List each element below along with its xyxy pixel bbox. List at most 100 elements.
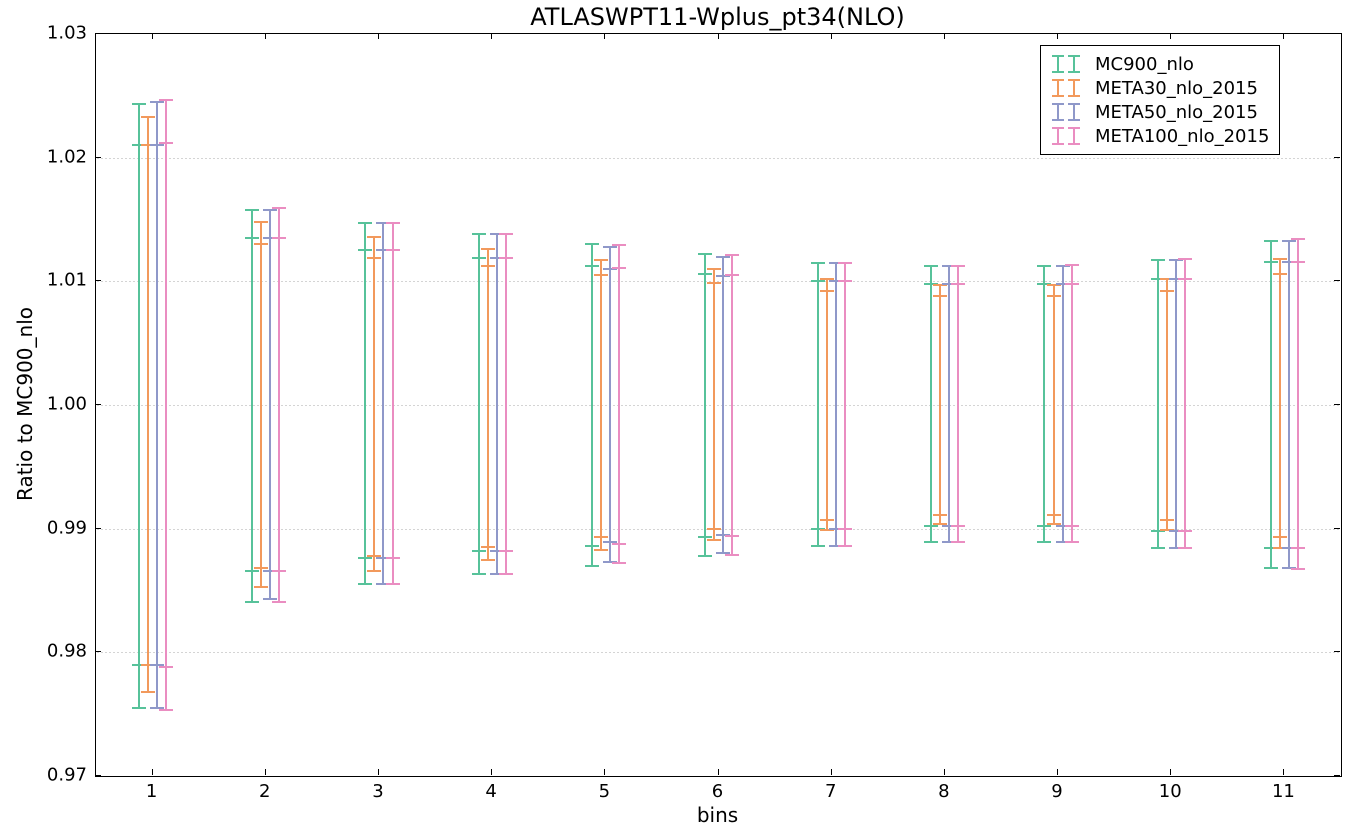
x-tick-label: 8 (938, 781, 949, 802)
errorbar-cap (272, 237, 286, 239)
x-tick (152, 33, 153, 39)
y-tick (95, 157, 101, 158)
x-tick (718, 769, 719, 775)
errorbar-cap (612, 543, 626, 545)
y-tick (95, 528, 101, 529)
errorbar-cap (358, 222, 372, 224)
errorbar-cap (1065, 525, 1079, 527)
y-tick (1334, 528, 1340, 529)
errorbar-cap (698, 555, 712, 557)
errorbar-cap (254, 243, 268, 245)
errorbar-cap (159, 709, 173, 711)
errorbar-line (957, 266, 959, 542)
errorbar-cap (1151, 547, 1165, 549)
errorbar-cap (838, 262, 852, 264)
errorbar-cap (358, 557, 372, 559)
y-tick-label: 1.03 (47, 23, 87, 44)
errorbar-cap (132, 103, 146, 105)
errorbar-cap (594, 259, 608, 261)
y-tick (1334, 651, 1340, 652)
y-tick-label: 1.01 (47, 270, 87, 291)
errorbar-cap (472, 573, 486, 575)
x-tick-label: 5 (599, 781, 610, 802)
errorbar-line (147, 117, 149, 692)
legend-label: META50_nlo_2015 (1095, 102, 1258, 123)
errorbar-cap (1291, 261, 1305, 263)
errorbar-line (704, 254, 706, 556)
errorbar-cap (612, 244, 626, 246)
x-tick (944, 33, 945, 39)
y-tick (1334, 775, 1340, 776)
chart-wrapper: ATLASWPT11-Wplus_pt34(NLO) Ratio to MC90… (0, 0, 1353, 830)
errorbar-cap (272, 207, 286, 209)
errorbar-cap (1065, 283, 1079, 285)
y-tick (95, 33, 101, 34)
errorbar-cap (951, 283, 965, 285)
errorbar-cap (1160, 519, 1174, 521)
errorbar-line (609, 247, 611, 562)
errorbar-line (1053, 285, 1055, 524)
x-tick (152, 769, 153, 775)
errorbar-cap (594, 274, 608, 276)
errorbar-cap (1291, 547, 1305, 549)
y-tick-label: 1.02 (47, 146, 87, 167)
errorbar-cap (1264, 240, 1278, 242)
errorbar-cap (1065, 264, 1079, 266)
errorbar-line (138, 104, 140, 707)
errorbar-cap (1178, 278, 1192, 280)
y-tick-label: 0.98 (47, 641, 87, 662)
errorbar-cap (386, 249, 400, 251)
errorbar-cap (254, 586, 268, 588)
errorbar-cap (272, 601, 286, 603)
errorbar-line (835, 263, 837, 546)
errorbar-line (1157, 260, 1159, 548)
x-tick-label: 1 (146, 781, 157, 802)
errorbar-cap (707, 268, 721, 270)
errorbar-line (713, 269, 715, 540)
x-tick (718, 33, 719, 39)
errorbar-cap (141, 691, 155, 693)
errorbar-cap (481, 559, 495, 561)
errorbar-line (1043, 266, 1045, 542)
errorbar-cap (612, 267, 626, 269)
errorbar-cap (1151, 259, 1165, 261)
x-tick (1170, 33, 1171, 39)
errorbar-cap (245, 601, 259, 603)
errorbar-cap (472, 257, 486, 259)
errorbar-line (939, 285, 941, 524)
errorbar-cap (612, 562, 626, 564)
errorbar-line (1288, 241, 1290, 569)
y-tick (1334, 404, 1340, 405)
errorbar-cap (159, 666, 173, 668)
errorbar-cap (499, 257, 513, 259)
x-tick-label: 4 (485, 781, 496, 802)
y-tick-label: 1.00 (47, 394, 87, 415)
errorbar-cap (499, 550, 513, 552)
legend-item: MC900_nlo (1049, 52, 1269, 76)
errorbar-line (1166, 279, 1168, 530)
errorbar-line (392, 223, 394, 584)
x-tick (1283, 33, 1284, 39)
x-tick (1057, 33, 1058, 39)
y-tick (1334, 280, 1340, 281)
x-tick (1283, 769, 1284, 775)
y-tick (95, 651, 101, 652)
errorbar-line (930, 266, 932, 542)
errorbar-cap (1047, 514, 1061, 516)
errorbar-cap (1264, 567, 1278, 569)
errorbar-cap (933, 514, 947, 516)
x-tick-label: 6 (712, 781, 723, 802)
x-tick (491, 33, 492, 39)
errorbar-line (165, 100, 167, 711)
errorbar-cap (924, 541, 938, 543)
legend-label: META100_nlo_2015 (1095, 126, 1269, 147)
errorbar-line (373, 237, 375, 571)
errorbar-cap (725, 554, 739, 556)
errorbar-cap (159, 142, 173, 144)
y-tick (1334, 157, 1340, 158)
errorbar-cap (1178, 530, 1192, 532)
errorbar-cap (132, 707, 146, 709)
errorbar-cap (245, 570, 259, 572)
errorbar-cap (1291, 238, 1305, 240)
x-tick (1057, 769, 1058, 775)
